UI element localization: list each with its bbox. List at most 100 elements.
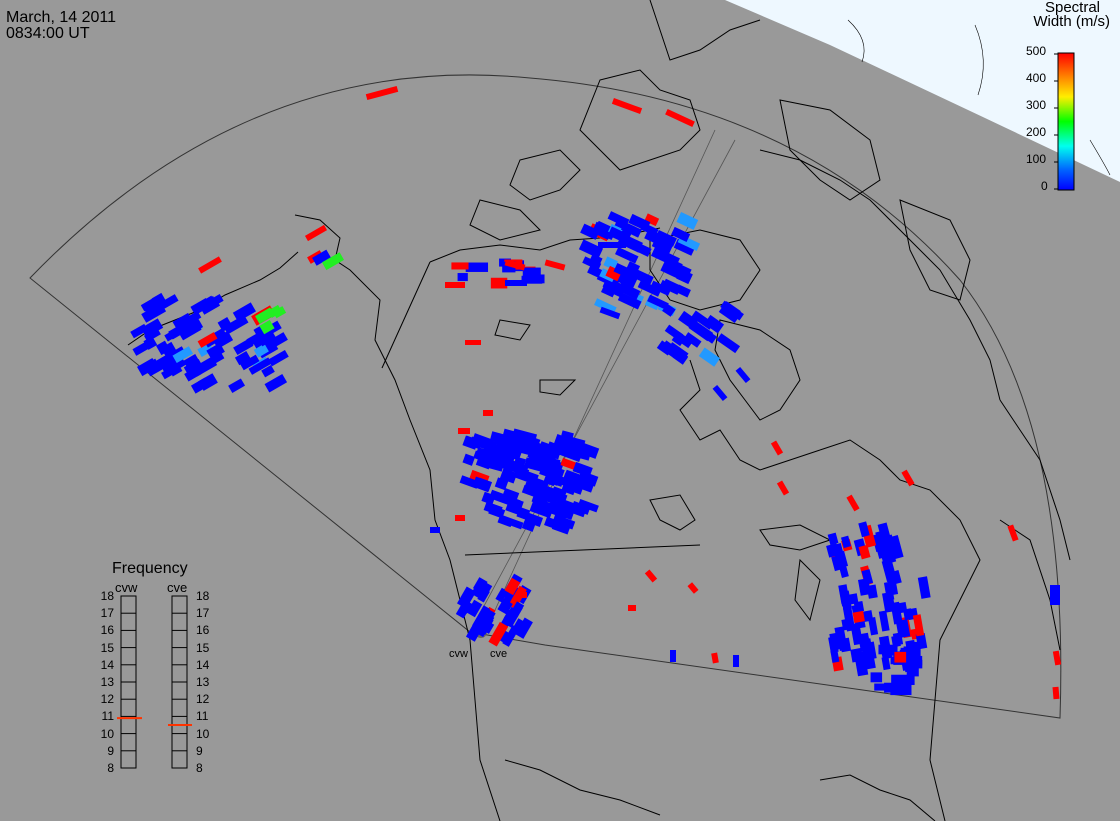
echo-cell <box>469 436 495 452</box>
echo-cell <box>491 449 516 464</box>
echo-cell <box>457 273 468 282</box>
echo-cell <box>261 364 275 378</box>
echo-cell <box>628 605 636 611</box>
frequency-scale-right-11: 11 <box>196 709 209 724</box>
echo-cell <box>259 319 275 335</box>
echo-cell <box>312 249 331 266</box>
echo-cell <box>906 667 919 677</box>
echo-cell <box>829 639 840 651</box>
echo-cell <box>198 256 222 274</box>
echo-cell <box>665 108 695 128</box>
echo-cell <box>458 428 470 434</box>
echo-cell <box>891 635 901 648</box>
echo-cell <box>304 224 328 242</box>
echo-cell <box>552 514 576 530</box>
echo-cell <box>466 599 483 618</box>
echo-cell <box>671 226 691 242</box>
frequency-scale-left-13: 13 <box>100 675 114 689</box>
echo-cell <box>607 226 625 242</box>
echo-cell <box>445 282 465 288</box>
echo-cell <box>161 356 187 377</box>
echo-cell <box>539 464 560 480</box>
echo-cell <box>233 338 254 356</box>
colorbar-ticks <box>1054 53 1058 190</box>
echo-cell <box>650 280 672 296</box>
echo-cell <box>704 314 725 334</box>
echo-cell <box>543 501 569 519</box>
echo-cell <box>637 244 652 257</box>
echo-cell <box>502 261 516 273</box>
echo-cell <box>733 655 739 667</box>
echo-cell <box>599 306 621 320</box>
echo-cell <box>234 351 251 366</box>
colorbar-tick-300: 300 <box>1026 98 1047 112</box>
echo-cell <box>611 98 643 114</box>
echo-cell <box>516 506 531 521</box>
daylight-grid-line <box>847 19 865 63</box>
echo-cell <box>644 569 658 583</box>
frequency-scale-left-8: 8 <box>107 761 114 775</box>
echo-cell <box>857 632 872 652</box>
echo-cell <box>558 438 579 454</box>
echo-cell <box>517 592 527 598</box>
echo-cell <box>183 358 203 376</box>
echo-cell <box>857 578 871 596</box>
echo-cell <box>840 535 851 549</box>
echo-cell <box>578 239 604 259</box>
echo-cell <box>518 434 532 447</box>
frequency-ladder-gridlines <box>121 612 187 752</box>
frequency-scale-left-17: 17 <box>100 606 114 621</box>
frequency-scale-right-13: 13 <box>196 675 210 689</box>
echo-cell <box>515 617 533 639</box>
echo-cell <box>1007 524 1019 542</box>
echo-cell <box>321 252 345 271</box>
echo-cell <box>541 489 559 505</box>
legend-title-line1: Spectral <box>1044 0 1100 16</box>
colorbar-tick-100: 100 <box>1026 152 1047 166</box>
colorbar-tick-500: 500 <box>1026 44 1047 58</box>
echo-layer <box>130 85 1062 700</box>
echo-cell <box>198 373 218 391</box>
echo-cell <box>659 279 681 295</box>
frequency-scale-left-14: 14 <box>100 657 114 672</box>
echo-cell <box>521 484 539 498</box>
frequency-radar-cvw: cvw <box>115 580 138 595</box>
echo-cell <box>264 373 288 393</box>
fov-beam-line-2 <box>484 129 716 633</box>
frequency-scale-left-15: 15 <box>100 640 114 655</box>
legend-title-line2: Width (m/s) <box>1033 13 1110 30</box>
echo-cell <box>468 613 488 638</box>
echo-cell <box>858 521 870 538</box>
echo-cell <box>217 317 233 332</box>
echo-cell <box>559 447 582 462</box>
site-label-cve: cve <box>490 648 508 660</box>
echo-cell <box>455 515 465 521</box>
echo-cell <box>530 443 552 458</box>
echo-cell <box>603 256 619 271</box>
echo-cell <box>1052 650 1062 666</box>
echo-cell <box>850 647 864 663</box>
colorbar-tick-400: 400 <box>1026 71 1047 85</box>
echo-cell <box>628 213 651 232</box>
echo-cell <box>912 614 925 637</box>
echo-cell <box>712 384 728 402</box>
echo-cell <box>691 310 714 330</box>
echo-cell <box>670 650 676 662</box>
echo-cell <box>211 352 225 364</box>
echo-cell <box>462 453 476 466</box>
date-label: March, 14 2011 <box>6 9 116 26</box>
echo-cell <box>530 477 550 492</box>
echo-cell <box>900 647 917 656</box>
echo-cell <box>544 259 566 271</box>
echo-cell <box>647 294 669 310</box>
echo-cell <box>890 684 912 696</box>
echo-cell <box>515 466 530 478</box>
frequency-scale-right-8: 8 <box>196 761 203 775</box>
frequency-scale-right-18: 18 <box>196 589 210 603</box>
echo-cell <box>617 292 642 310</box>
echo-cell <box>155 340 171 356</box>
echo-cell <box>687 582 699 594</box>
echo-cell <box>770 440 784 456</box>
echo-cell <box>882 534 898 558</box>
